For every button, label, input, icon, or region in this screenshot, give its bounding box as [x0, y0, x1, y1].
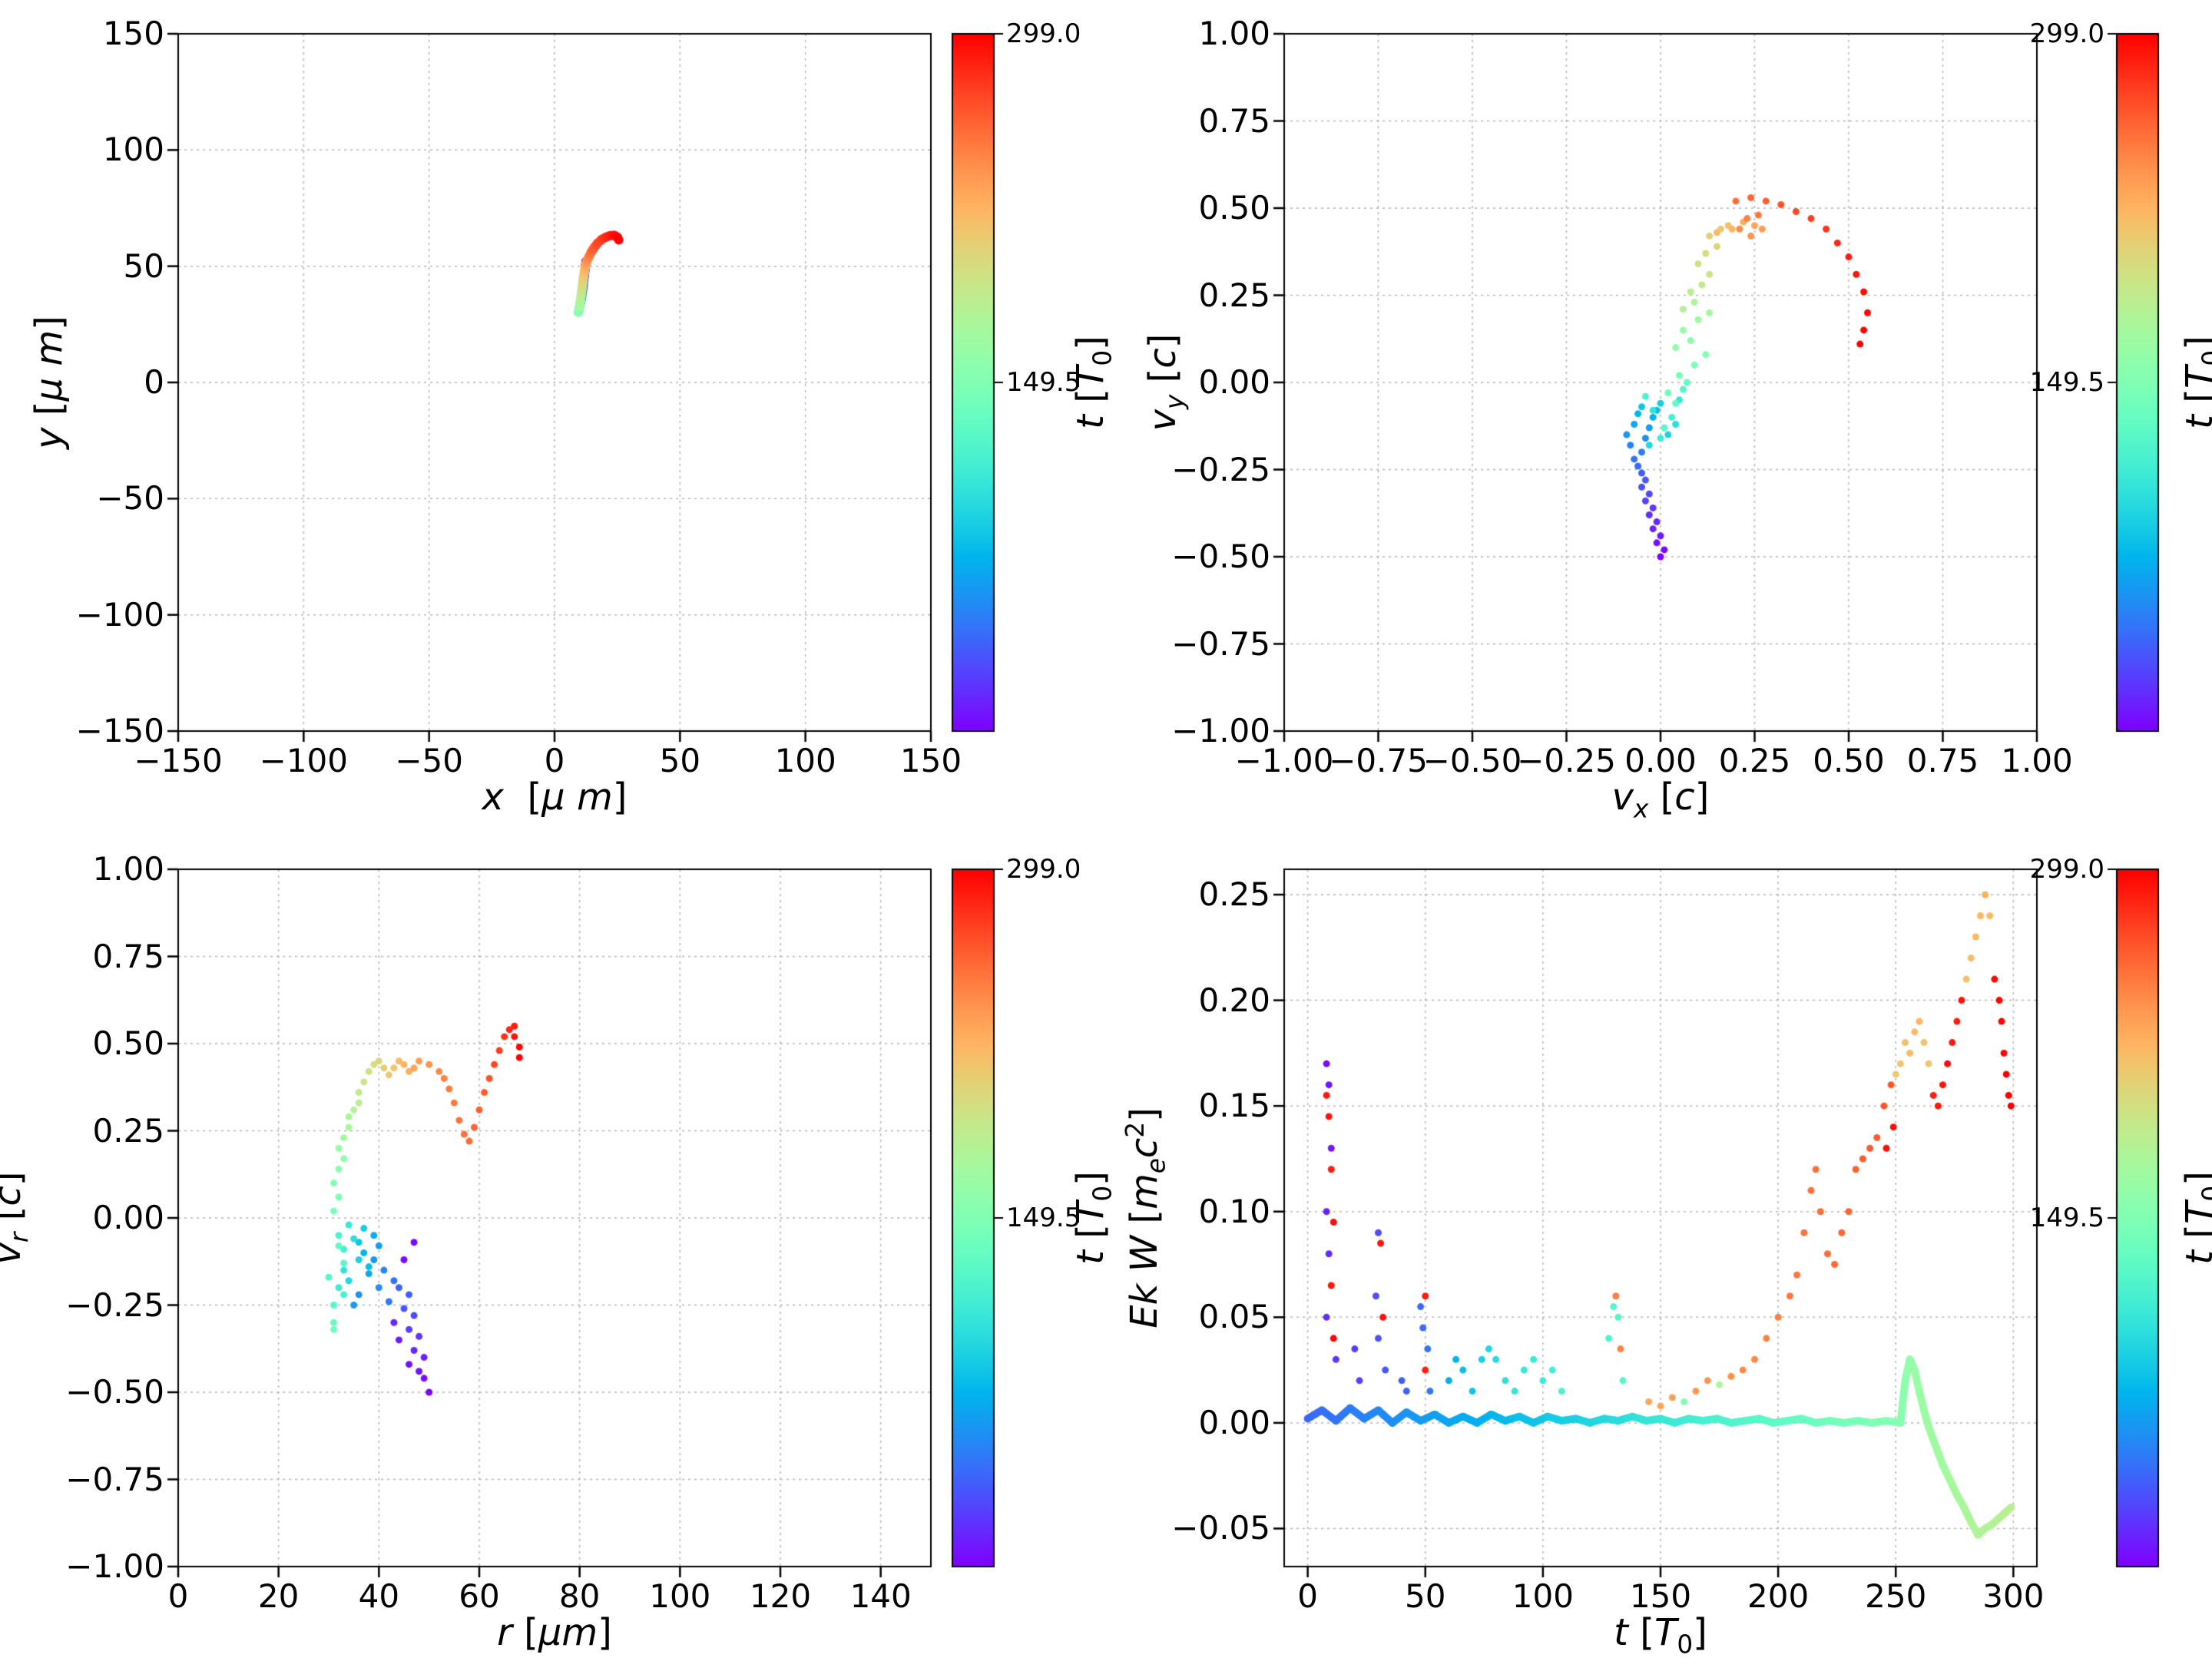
- x-tick-label: 50: [659, 742, 701, 779]
- x-tick-label: 60: [459, 1577, 500, 1615]
- x-tick-label: 1.00: [2001, 742, 2073, 779]
- x-tick-label: 20: [257, 1577, 300, 1615]
- colorbar-tick-label: 149.5: [2029, 367, 2104, 398]
- x-tick-label: 0: [1297, 1577, 1318, 1615]
- x-tick-label: −1.00: [1234, 742, 1334, 779]
- x-tick-label: −0.75: [1329, 742, 1428, 779]
- x-tick-label: 0.00: [1624, 742, 1697, 779]
- y-tick-label: 150: [102, 15, 164, 52]
- y-tick-label: 0.50: [1198, 189, 1270, 227]
- subplot-r-vr: r [μm] vr [c] t [T0] 020406080100120140−…: [0, 836, 1117, 1671]
- y-tick-label: 0.10: [1198, 1192, 1270, 1230]
- y-axis-label: y [μ m]: [28, 316, 71, 449]
- x-tick-label: 0.25: [1718, 742, 1791, 779]
- x-tick-label: −100: [259, 742, 349, 779]
- x-tick-label: 150: [1629, 1577, 1692, 1615]
- subplot-t-energy: t [T0] Ek W [mec2] t [T0] 0 50 100 150 200 25…: [1106, 836, 2212, 1671]
- x-tick-label: 100: [774, 742, 836, 779]
- x-tick-label: 40: [358, 1577, 400, 1615]
- y-tick-label: −0.75: [65, 1460, 164, 1498]
- x-tick-label: 150: [899, 742, 962, 779]
- y-tick-label: −1.00: [1171, 712, 1270, 749]
- y-axis-label: vy [c]: [1141, 333, 1190, 432]
- y-tick-label: 0.00: [1198, 1403, 1270, 1441]
- x-tick-label: 120: [749, 1577, 812, 1615]
- vx-vy-plot-canvas: [1106, 0, 2212, 836]
- y-tick-label: 0.25: [1198, 875, 1270, 914]
- y-tick-label: 50: [123, 247, 164, 285]
- colorbar-tick-label: 299.0: [2029, 18, 2104, 49]
- y-tick-label: −0.25: [1171, 450, 1270, 488]
- x-tick-label: −50: [395, 742, 463, 779]
- y-tick-label: −1.00: [65, 1547, 164, 1585]
- x-tick-label: 0: [544, 742, 565, 779]
- y-tick-label: −0.50: [65, 1373, 164, 1411]
- colorbar-tick-label: 149.5: [1006, 367, 1081, 398]
- y-tick-label: −0.25: [65, 1286, 164, 1324]
- colorbar-tick-label: 299.0: [2029, 854, 2104, 885]
- x-axis-label: vx [c]: [1611, 776, 1710, 824]
- y-tick-label: 0.00: [92, 1199, 164, 1236]
- x-tick-label: 100: [1512, 1577, 1574, 1615]
- y-axis-label: vr [c]: [0, 1172, 35, 1265]
- x-tick-label: −0.50: [1422, 742, 1522, 779]
- colorbar-tick-label: 149.5: [2029, 1203, 2104, 1233]
- x-tick-label: 300: [1982, 1577, 2045, 1615]
- y-tick-label: −0.05: [1171, 1509, 1270, 1547]
- x-tick-label: 250: [1865, 1577, 1927, 1615]
- y-tick-label: −0.50: [1171, 538, 1270, 575]
- colorbar-tick-label: 299.0: [1006, 18, 1081, 49]
- x-axis-label: r [μm]: [497, 1611, 612, 1654]
- subplot-vx-vy: vx [c] vy [c] t [T0] −1.00−0.75−0.50−0.2…: [1106, 0, 2212, 836]
- r-vr-plot-canvas: [0, 836, 1106, 1671]
- colorbar-tick-label: 149.5: [1006, 1203, 1081, 1233]
- xy-plot-canvas: [0, 0, 1106, 836]
- x-axis-label: x [μ m]: [482, 776, 628, 819]
- y-tick-label: −150: [75, 712, 164, 749]
- y-tick-label: −100: [75, 595, 164, 634]
- y-tick-label: 0.15: [1198, 1087, 1270, 1125]
- y-tick-label: −50: [96, 479, 164, 518]
- x-tick-label: 0.75: [1906, 742, 1979, 779]
- colorbar-label: t [T0]: [2178, 336, 2212, 429]
- y-tick-label: 0.50: [92, 1024, 164, 1062]
- x-tick-label: 100: [649, 1577, 711, 1615]
- y-tick-label: 0.75: [1198, 101, 1270, 140]
- x-tick-label: 80: [558, 1577, 601, 1615]
- x-tick-label: 200: [1747, 1577, 1810, 1615]
- x-tick-label: 0.50: [1813, 742, 1885, 779]
- y-tick-label: 0.75: [92, 937, 164, 975]
- x-tick-label: 140: [849, 1577, 912, 1615]
- t-energy-plot-canvas: [1106, 836, 2212, 1671]
- y-tick-label: 0.00: [1198, 363, 1270, 401]
- y-tick-label: 0.05: [1198, 1298, 1270, 1336]
- subplot-xy-trajectory: x [μ m] y [μ m] t [T0] −150 −100 −50 0 50 100…: [0, 0, 1117, 836]
- x-axis-label: t [T0]: [1614, 1611, 1707, 1659]
- y-tick-label: 0.20: [1198, 981, 1270, 1019]
- colorbar-label: t [T0]: [2178, 1171, 2212, 1265]
- y-tick-label: 0: [144, 363, 164, 401]
- y-tick-label: 100: [102, 131, 164, 169]
- y-tick-label: 0.25: [92, 1111, 164, 1150]
- y-axis-label: Ek W [mec2]: [1120, 1107, 1171, 1329]
- y-tick-label: −0.75: [1171, 624, 1270, 663]
- x-tick-label: −150: [134, 742, 223, 779]
- x-tick-label: 50: [1405, 1577, 1446, 1615]
- colorbar-tick-label: 299.0: [1006, 854, 1081, 885]
- x-tick-label: −0.25: [1517, 742, 1616, 779]
- y-tick-label: 1.00: [1198, 15, 1270, 52]
- y-tick-label: 0.25: [1198, 276, 1270, 314]
- x-tick-label: 0: [167, 1577, 189, 1615]
- y-tick-label: 1.00: [92, 850, 164, 888]
